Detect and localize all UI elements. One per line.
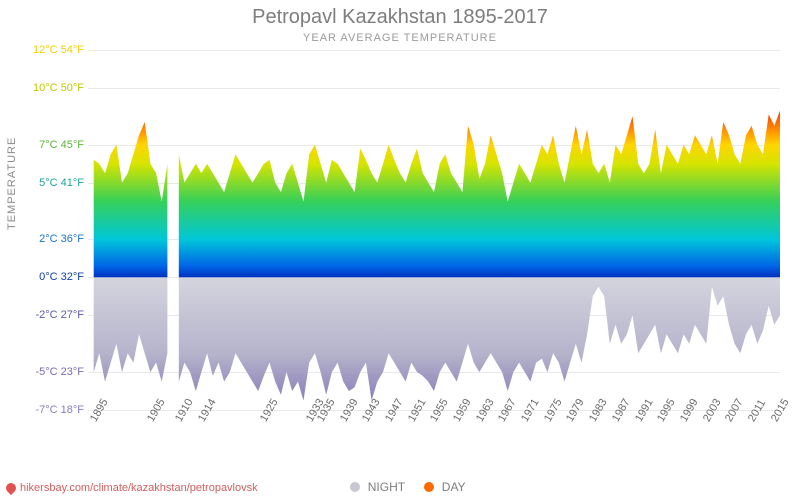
y-tick: -2°C 27°F [4, 309, 84, 321]
night-area [94, 277, 780, 400]
y-tick: 5°C 41°F [4, 177, 84, 189]
legend-night-label: NIGHT [368, 480, 405, 494]
y-tick: -5°C 23°F [4, 366, 84, 378]
y-tick: 10°C 50°F [4, 82, 84, 94]
legend-day-dot [424, 482, 434, 492]
y-tick: 2°C 36°F [4, 233, 84, 245]
plot-area [88, 50, 780, 410]
day-area [94, 111, 780, 278]
chart-subtitle: YEAR AVERAGE TEMPERATURE [0, 32, 800, 44]
legend-day-label: DAY [442, 480, 466, 494]
chart-title: Petropavl Kazakhstan 1895-2017 [0, 6, 800, 29]
y-tick: 12°C 54°F [4, 44, 84, 56]
chart-container: Petropavl Kazakhstan 1895-2017 YEAR AVER… [0, 0, 800, 500]
source-link[interactable]: hikersbay.com/climate/kazakhstan/petropa… [6, 482, 258, 494]
legend-night-dot [350, 482, 360, 492]
map-pin-icon [4, 481, 18, 495]
source-text: hikersbay.com/climate/kazakhstan/petropa… [20, 482, 258, 494]
x-axis-ticks: 1895190519101914192519331935193919431947… [88, 414, 780, 466]
y-tick: 7°C 45°F [4, 139, 84, 151]
y-tick: 0°C 32°F [4, 271, 84, 283]
y-tick: -7°C 18°F [4, 404, 84, 416]
